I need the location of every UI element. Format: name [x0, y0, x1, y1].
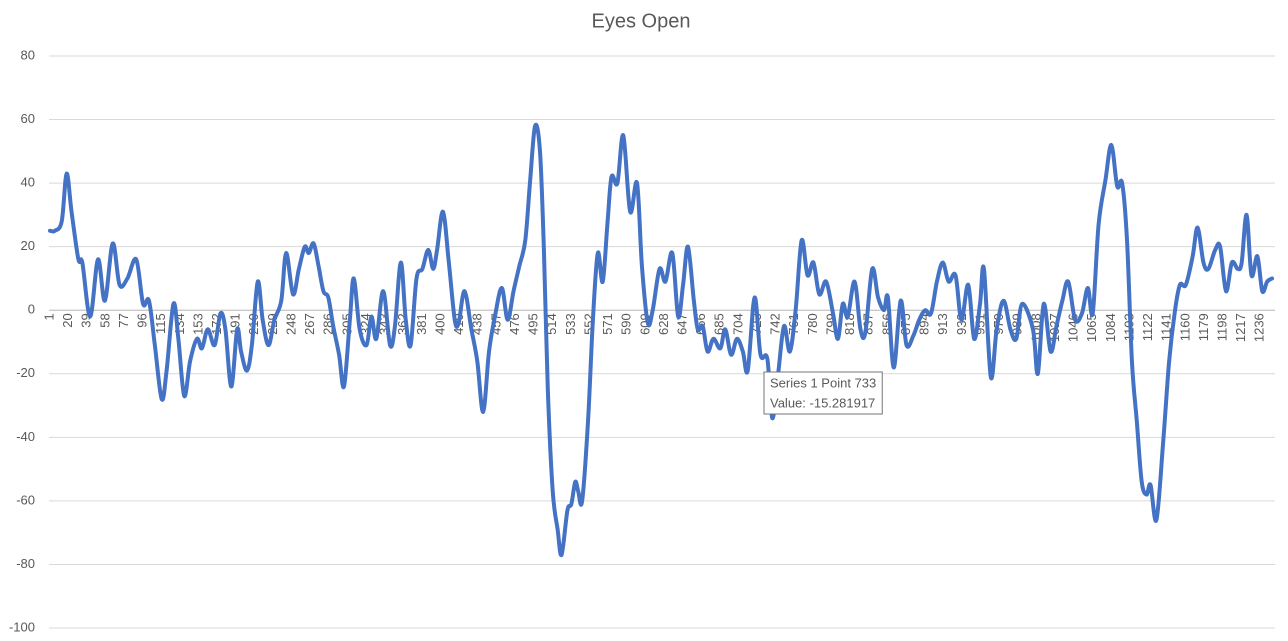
x-tick-label: 400 — [432, 313, 447, 335]
tooltip-text: Value: -15.281917 — [770, 395, 875, 410]
x-tick-label: 1122 — [1140, 313, 1155, 341]
x-tick-label: 780 — [805, 313, 820, 335]
x-tick-label: 913 — [935, 313, 950, 335]
x-tick-label: 248 — [283, 313, 298, 335]
y-tick-label: -80 — [16, 556, 35, 571]
y-tick-label: -100 — [9, 619, 35, 634]
y-tick-label: -20 — [16, 365, 35, 380]
x-tick-label: 1 — [41, 313, 56, 320]
y-tick-label: 40 — [21, 175, 35, 190]
y-tick-label: 20 — [21, 238, 35, 253]
x-tick-label: 818 — [842, 313, 857, 335]
y-tick-label: 80 — [21, 47, 35, 62]
data-line — [47, 122, 1275, 558]
x-tick-label: 533 — [563, 313, 578, 335]
x-tick-label: 704 — [730, 313, 745, 335]
x-tick-label: 1236 — [1252, 313, 1267, 342]
x-tick-label: 77 — [116, 313, 131, 327]
x-tick-label: 742 — [768, 313, 783, 335]
x-tick-label: 381 — [414, 313, 429, 335]
x-tick-label: 1065 — [1084, 313, 1099, 342]
x-tick-label: 58 — [97, 313, 112, 327]
x-tick-label: 628 — [656, 313, 671, 335]
tooltip-text: Series 1 Point 733 — [770, 375, 876, 390]
x-tick-label: 20 — [60, 313, 75, 327]
y-tick-label: 0 — [28, 302, 35, 317]
y-tick-label: 60 — [21, 111, 35, 126]
chart-title: Eyes Open — [592, 10, 691, 32]
x-tick-label: 153 — [190, 313, 205, 335]
x-tick-label: 96 — [135, 313, 150, 327]
y-tick-label: -60 — [16, 492, 35, 507]
tooltip-box — [763, 371, 883, 415]
x-tick-label: 267 — [302, 313, 317, 335]
x-tick-label: 115 — [153, 313, 168, 334]
x-tick-label: 1084 — [1103, 313, 1118, 342]
x-tick-label: 932 — [954, 313, 969, 335]
tooltip: Series 1 Point 733 Value: -15.281917 — [763, 371, 883, 415]
x-tick-label: 495 — [526, 313, 541, 335]
x-tick-label: 1179 — [1196, 313, 1211, 341]
x-tick-label: 571 — [600, 313, 615, 335]
x-tick-label: 476 — [507, 313, 522, 335]
x-tick-label: 1217 — [1233, 313, 1248, 342]
x-tick-label: 590 — [619, 313, 634, 335]
y-tick-label: -40 — [16, 429, 35, 444]
x-tick-label: 1160 — [1177, 313, 1192, 341]
x-tick-label: 1198 — [1214, 313, 1229, 341]
x-tick-label: 1141 — [1159, 313, 1174, 341]
